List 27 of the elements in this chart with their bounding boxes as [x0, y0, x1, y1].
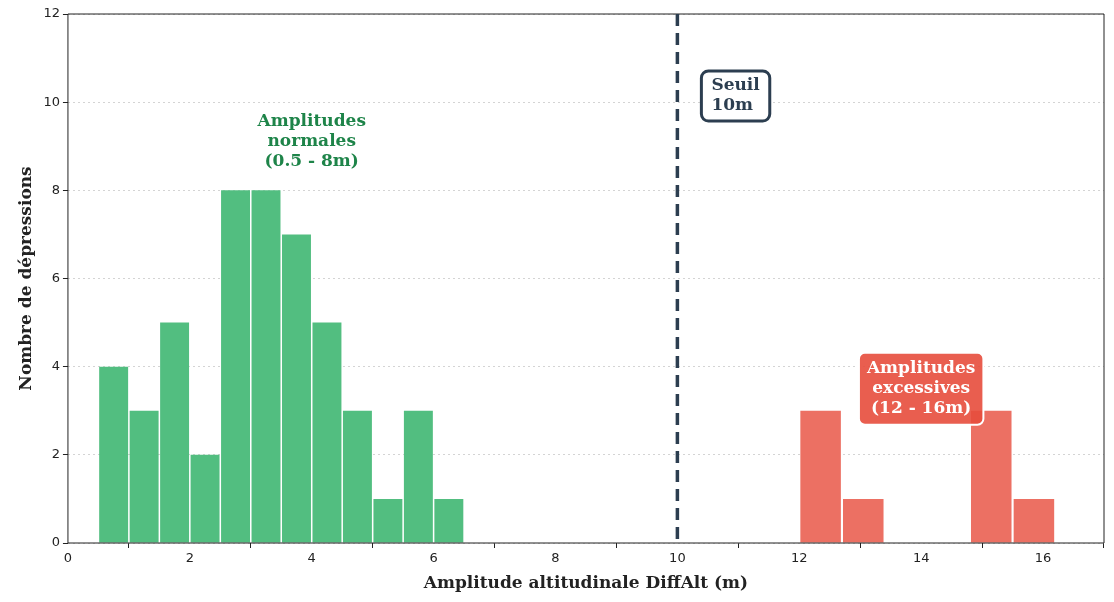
x-tick-label: 4	[307, 550, 316, 566]
ref-line-label: Seuil 10m	[711, 73, 761, 114]
x-tick-label: 12	[791, 550, 808, 566]
bar	[251, 190, 281, 543]
x-axis-title: Amplitude altitudinale DiffAlt (m)	[422, 572, 749, 593]
y-tick-label: 10	[43, 93, 60, 109]
bar	[970, 410, 1012, 543]
y-tick-label: 4	[51, 358, 60, 374]
x-tick-label: 6	[429, 550, 438, 566]
y-axis-title: Nombre de dépressions	[14, 166, 35, 391]
x-tick-label: 14	[912, 550, 930, 566]
bar	[99, 366, 129, 543]
x-tick-label: 0	[63, 550, 73, 566]
y-tick-label: 0	[51, 534, 60, 550]
y-tick-label: 8	[51, 181, 60, 197]
y-tick-label: 2	[51, 446, 60, 462]
bar	[800, 410, 841, 543]
bar	[843, 498, 884, 543]
annotation: Amplitudes excessives (12 - 16m)	[865, 357, 976, 418]
x-tick-label: 16	[1034, 550, 1052, 566]
y-tick-label: 12	[43, 5, 60, 21]
bar	[1013, 498, 1055, 543]
x-tick-label: 10	[669, 550, 686, 566]
x-tick-label: 2	[185, 550, 194, 566]
annotation: Amplitudes normales (0.5 - 8m)	[256, 110, 366, 171]
y-tick-label: 6	[51, 269, 60, 285]
x-tick-label: 8	[551, 550, 560, 566]
